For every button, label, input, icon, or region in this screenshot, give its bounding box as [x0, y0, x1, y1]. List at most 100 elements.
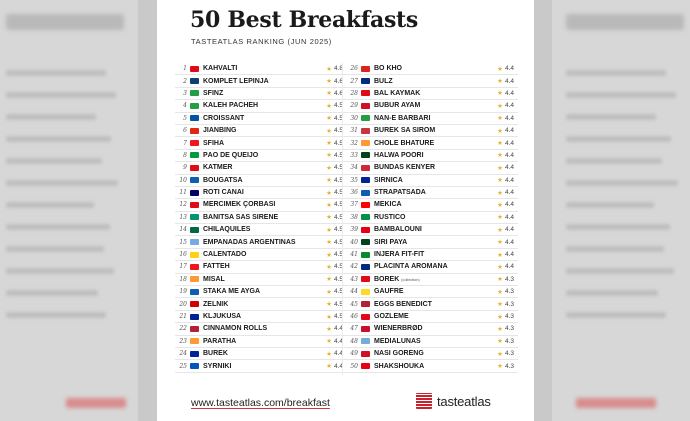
brand-name: tasteatlas [437, 393, 491, 409]
dish-label: PARATHA [203, 337, 237, 345]
country-flag-icon [361, 189, 370, 196]
dish-name[interactable]: CROISSANT [203, 115, 326, 122]
dish-name[interactable]: SFIHA [203, 140, 326, 147]
dish-name[interactable]: BUNDÁS KENYÉR [374, 164, 497, 171]
dish-name[interactable]: BULZ [374, 78, 497, 85]
dish-name[interactable]: EGGS BENEDICT [374, 301, 497, 308]
star-icon: ★ [326, 301, 332, 309]
dish-name[interactable]: ZELNIK [203, 301, 326, 308]
dish-name[interactable]: STRAPATSADA [374, 189, 497, 196]
rating-score: 4.4 [505, 176, 515, 184]
dish-name[interactable]: PARATHA [203, 338, 326, 345]
country-flag-icon [361, 276, 370, 283]
dish-name[interactable]: STAKA ME AYGA [203, 288, 326, 295]
dish-label: PLĂCINTĂ AROMÂNĂ [374, 263, 448, 271]
dish-name[interactable]: NAN-E BARBARI [374, 115, 497, 122]
star-icon: ★ [497, 115, 503, 123]
dish-name[interactable]: JIANBING [203, 127, 326, 134]
dish-name[interactable]: WIENERBRØD [374, 325, 497, 332]
dish-name[interactable]: HALWA POORI [374, 152, 497, 159]
star-icon: ★ [326, 102, 332, 110]
rating-score: 4.3 [505, 288, 515, 296]
star-icon: ★ [497, 276, 503, 284]
dish-name[interactable]: SYRNIKI [203, 363, 326, 370]
dish-name[interactable]: SIRNICA [374, 177, 497, 184]
dish-name[interactable]: KOMPLET LEPINJA [203, 78, 326, 85]
list-item: 10 BOUGATSA ★ 4.5 [175, 175, 347, 187]
dish-name[interactable]: GÖZLEME [374, 313, 497, 320]
list-item: 45 EGGS BENEDICT ★ 4.3 [346, 298, 518, 311]
list-item: 7 SFIHA ★ 4.5 [175, 137, 347, 150]
dish-name[interactable]: EMPANADAS ARGENTINAS [203, 239, 326, 246]
dish-label: CINNAMON ROLLS [203, 325, 268, 333]
list-item: 43 BÖREK (collection) ★ 4.3 [346, 274, 518, 287]
rating-score: 4.4 [505, 77, 515, 85]
dish-label: BOUGATSA [203, 176, 243, 184]
dish-name[interactable]: MERCIMEK ÇORBASI [203, 201, 326, 208]
country-flag-icon [190, 127, 199, 134]
country-flag-icon [361, 251, 370, 258]
star-icon: ★ [497, 127, 503, 135]
dish-name[interactable]: CHOLE BHATURE [374, 140, 497, 147]
country-flag-icon [361, 65, 370, 72]
dish-name[interactable]: PLĂCINTĂ AROMÂNĂ [374, 263, 497, 270]
country-flag-icon [190, 251, 199, 258]
dish-name[interactable]: SFINZ [203, 90, 326, 97]
dish-name[interactable]: BUREK [203, 350, 326, 357]
rating-score: 4.5 [334, 313, 344, 320]
dish-name[interactable]: BUREK SA SIROM [374, 127, 497, 134]
dish-name[interactable]: CINNAMON ROLLS [203, 325, 326, 332]
rating-score: 4.5 [334, 213, 344, 221]
dish-name[interactable]: BAMBALOUNI [374, 226, 497, 233]
country-flag-icon [190, 301, 199, 308]
rank-number: 42 [350, 263, 358, 271]
rating-score: 4.4 [334, 362, 344, 370]
dish-name[interactable]: SHAKSHOUKA [374, 363, 497, 370]
rank-number: 28 [350, 89, 358, 97]
rating-score: 4.5 [334, 127, 344, 135]
rank-number: 2 [183, 77, 187, 85]
dish-name[interactable]: KLJUKUŠA [203, 313, 326, 320]
background-blur-left [0, 0, 138, 421]
rating-score: 4.4 [505, 89, 515, 97]
dish-name[interactable]: KALEH PACHEH [203, 102, 326, 109]
rating-score: 4.5 [334, 275, 344, 283]
dish-name[interactable]: FATTEH [203, 263, 326, 270]
dish-name[interactable]: BÖREK (collection) [374, 276, 497, 283]
dish-name[interactable]: MEDIALUNAS [374, 338, 497, 345]
dish-name[interactable]: BÒ KHO [374, 65, 497, 72]
dish-label: SFIHA [203, 139, 224, 147]
dish-name[interactable]: KAHVALTI [203, 65, 326, 72]
dish-note: (collection) [401, 277, 420, 282]
dish-name[interactable]: NASI GORENG [374, 350, 497, 357]
breakfast-link[interactable]: www.tasteatlas.com/breakfast [191, 397, 330, 409]
dish-name[interactable]: BOUGATSA [203, 177, 326, 184]
star-icon: ★ [326, 152, 332, 160]
dish-name[interactable]: MEKICA [374, 201, 497, 208]
dish-name[interactable]: BUBUR AYAM [374, 102, 497, 109]
dish-name[interactable]: BAL KAYMAK [374, 90, 497, 97]
star-icon: ★ [497, 90, 503, 98]
list-item: 44 GAUFRE ★ 4.3 [346, 286, 518, 299]
dish-label: BUNDÁS KENYÉR [374, 164, 436, 172]
dish-label: EGGS BENEDICT [374, 300, 432, 308]
dish-label: BUREK [203, 350, 228, 358]
dish-name[interactable]: CALENTADO [203, 251, 326, 258]
dish-name[interactable]: ROTI CANAI [203, 189, 326, 196]
rating-score: 4.4 [505, 251, 515, 259]
dish-name[interactable]: BANITSA SAS SIRENE [203, 214, 326, 221]
dish-name[interactable]: GAUFRE [374, 288, 497, 295]
dish-name[interactable]: PÃO DE QUEIJO [203, 152, 326, 159]
dish-label: NAN-E BARBARI [374, 114, 431, 122]
dish-name[interactable]: CHILAQUILES [203, 226, 326, 233]
country-flag-icon [361, 102, 370, 109]
star-icon: ★ [326, 363, 332, 371]
dish-name[interactable]: INJERA FIT-FIT [374, 251, 497, 258]
dish-name[interactable]: SIRI PAYA [374, 239, 497, 246]
list-item: 25 SYRNIKI ★ 4.4 [175, 360, 347, 373]
list-item: 49 NASI GORENG ★ 4.3 [346, 348, 518, 361]
dish-name[interactable]: MISAL [203, 276, 326, 283]
dish-label: CHOLE BHATURE [374, 139, 435, 147]
dish-name[interactable]: RUSTICO [374, 214, 497, 221]
dish-name[interactable]: KATMER [203, 164, 326, 171]
